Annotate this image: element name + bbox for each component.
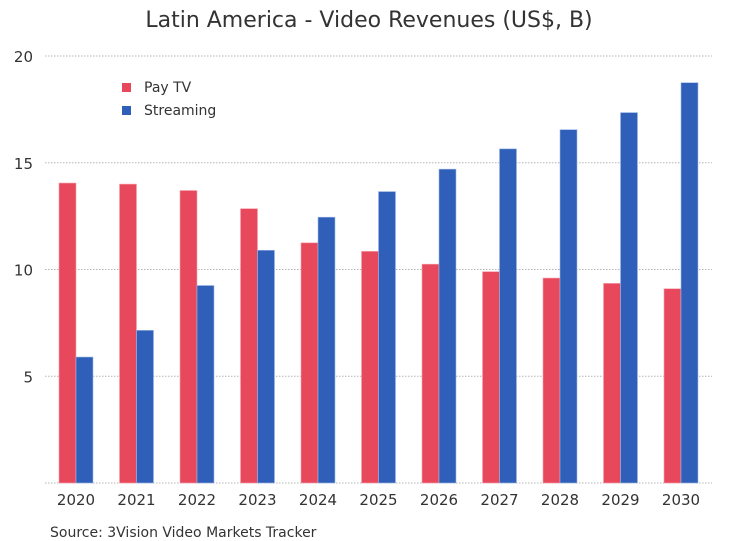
- bar-streaming-2025: [378, 191, 396, 484]
- legend-label-streaming: Streaming: [144, 103, 216, 119]
- bar-pay-tv-2025: [361, 251, 379, 484]
- x-axis-ticks: 2020 2021 2022 2023 2024 2025 2026 2027 2028 2029…: [57, 491, 700, 509]
- bar-streaming-2029: [620, 112, 638, 484]
- x-tick-label: 2024: [299, 491, 337, 509]
- bar-streaming-2022: [196, 285, 215, 484]
- legend: Pay TV Streaming: [122, 80, 216, 119]
- bar-streaming-2020: [75, 356, 94, 484]
- bar-pay-tv-2028: [542, 277, 561, 484]
- bar-pay-tv-2027: [482, 271, 500, 484]
- bar-streaming-2027: [499, 148, 517, 484]
- x-tick-label: 2028: [541, 491, 579, 509]
- bar-streaming-2024: [317, 216, 336, 484]
- x-tick-label: 2023: [238, 491, 276, 509]
- bar-pay-tv-2020: [58, 182, 77, 484]
- x-tick-label: 2025: [359, 491, 397, 509]
- x-tick-label: 2022: [178, 491, 216, 509]
- bar-streaming-2021: [136, 330, 154, 484]
- bar-streaming-2028: [559, 129, 578, 484]
- bar-pay-tv-2021: [119, 183, 137, 484]
- legend-label-pay-tv: Pay TV: [144, 80, 192, 96]
- bar-pay-tv-2026: [421, 263, 440, 484]
- x-tick-label: 2030: [662, 491, 700, 509]
- bar-pay-tv-2024: [300, 242, 319, 484]
- bar-pay-tv-2022: [179, 190, 198, 484]
- bar-streaming-2026: [438, 168, 457, 484]
- bar-pay-tv-2023: [240, 208, 258, 484]
- source-note: Source: 3Vision Video Markets Tracker: [50, 525, 317, 541]
- legend-swatch-streaming: [122, 106, 131, 115]
- bar-streaming-2023: [257, 249, 275, 484]
- legend-swatch-pay-tv: [122, 83, 131, 92]
- x-tick-label: 2021: [117, 491, 155, 509]
- bar-streaming-2030: [680, 82, 699, 484]
- y-axis-ticks: 5 10 15 20: [14, 48, 33, 386]
- bar-pay-tv-2029: [603, 283, 621, 484]
- y-tick-label: 10: [14, 262, 33, 280]
- x-tick-label: 2029: [601, 491, 639, 509]
- x-tick-label: 2020: [57, 491, 95, 509]
- y-tick-label: 15: [14, 155, 33, 173]
- chart-title: Latin America - Video Revenues (US$, B): [145, 8, 592, 33]
- x-tick-label: 2027: [480, 491, 518, 509]
- y-tick-label: 5: [23, 368, 33, 386]
- y-tick-label: 20: [14, 48, 33, 66]
- bars: [58, 82, 699, 484]
- bar-pay-tv-2030: [663, 288, 682, 484]
- x-tick-label: 2026: [420, 491, 458, 509]
